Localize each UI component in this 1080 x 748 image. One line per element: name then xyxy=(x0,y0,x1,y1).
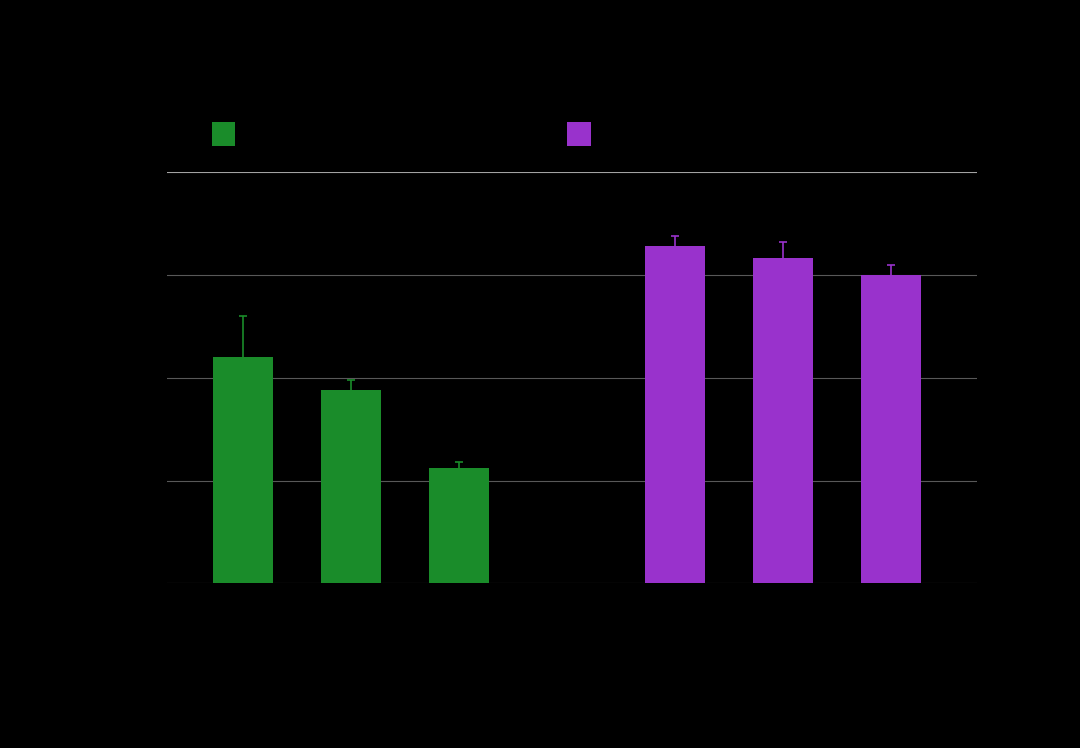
Bar xyxy=(754,258,812,583)
Bar xyxy=(430,468,488,583)
Bar xyxy=(322,390,380,583)
Bar xyxy=(646,246,704,583)
Bar xyxy=(214,357,272,583)
Bar xyxy=(862,275,920,583)
